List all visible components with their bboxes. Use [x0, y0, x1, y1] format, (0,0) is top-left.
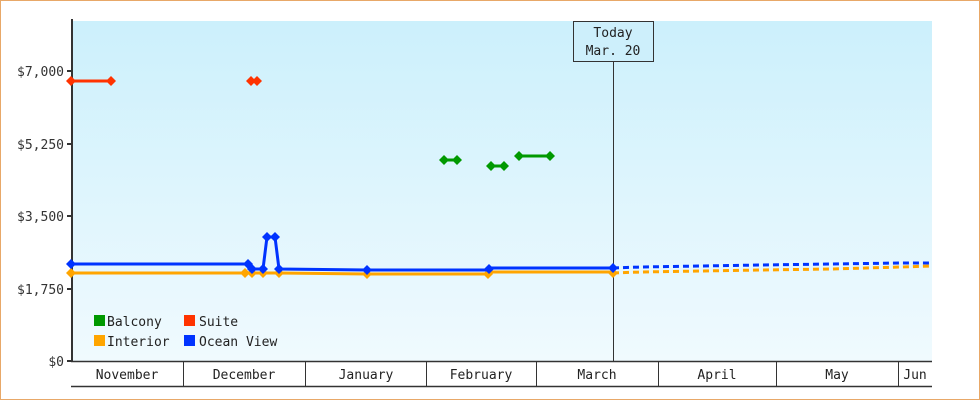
today-marker: Today Mar. 20 [573, 21, 654, 361]
legend-label-interior: Interior [107, 335, 170, 350]
month-label-june: Jun [903, 368, 926, 383]
y-tick-label: $0 [48, 355, 64, 370]
month-label-march: March [577, 368, 616, 383]
legend-swatch-balcony [94, 315, 105, 326]
legend-item-balcony[interactable]: Balcony [94, 315, 162, 330]
legend: Balcony Suite Interior Ocean View [94, 315, 277, 350]
series-balcony [439, 151, 555, 171]
today-date-label: Mar. 20 [586, 44, 641, 59]
legend-item-suite[interactable]: Suite [184, 315, 238, 330]
today-box [573, 21, 654, 62]
y-tick-label: $5,250 [17, 138, 64, 153]
legend-label-suite: Suite [199, 315, 238, 330]
month-label-november: November [96, 368, 159, 383]
legend-swatch-ocean-view [184, 335, 195, 346]
month-label-april: April [697, 368, 736, 383]
series-suite [66, 76, 262, 86]
today-label: Today [593, 26, 632, 41]
legend-item-ocean-view[interactable]: Ocean View [184, 335, 277, 350]
legend-item-interior[interactable]: Interior [94, 335, 170, 350]
month-label-december: December [213, 368, 276, 383]
y-tick-label: $3,500 [17, 210, 64, 225]
month-label-may: May [825, 368, 849, 383]
legend-swatch-interior [94, 335, 105, 346]
month-label-february: February [450, 368, 513, 383]
legend-label-ocean-view: Ocean View [199, 335, 277, 350]
x-axis: November December January February March… [71, 360, 932, 388]
legend-label-balcony: Balcony [107, 315, 162, 330]
legend-swatch-suite [184, 315, 195, 326]
series-ocean-view [66, 232, 932, 275]
y-tick-label: $1,750 [17, 283, 64, 298]
month-label-january: January [339, 368, 394, 383]
plot-area [72, 21, 932, 361]
y-ticks: $7,000 $5,250 $3,500 $1,750 $0 [17, 65, 72, 370]
y-tick-label: $7,000 [17, 65, 64, 80]
